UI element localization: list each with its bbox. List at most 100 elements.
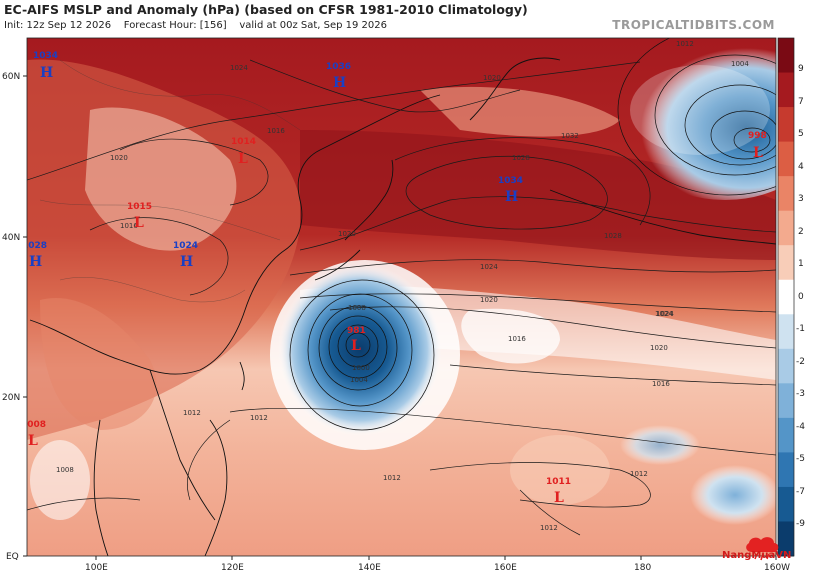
isobar-label: 1012 — [183, 409, 201, 417]
map-frame — [26, 37, 777, 557]
init-time: Init: 12z Sep 12 2026 — [4, 20, 112, 31]
cloud-logo-icon — [746, 537, 779, 561]
high-center: 1028 H — [22, 241, 47, 270]
lat-label: 40N — [2, 233, 20, 243]
isobar-label: 1004 — [731, 60, 749, 68]
colorbar-swatch — [778, 141, 794, 177]
high-center: 1034 H — [33, 51, 58, 81]
isobar-label: 1000 — [352, 364, 370, 372]
isobar-label: 1032 — [561, 132, 579, 140]
lon-label: 160W — [764, 563, 790, 573]
colorbar-label: 3 — [798, 194, 804, 204]
colorbar-swatch — [778, 348, 794, 384]
lon-label: 100E — [85, 563, 108, 573]
colorbar-label: -9 — [796, 519, 805, 529]
isobar-label: 1012 — [540, 524, 558, 532]
aleutian-isobars — [617, 38, 776, 196]
isobar-label: 1020 — [110, 154, 128, 162]
isobar-label: 1012 — [630, 470, 648, 478]
lat-axis: 60N 40N 20N EQ — [2, 72, 27, 562]
colorbar-swatch — [778, 521, 794, 557]
isobar-label: 1028 — [604, 232, 622, 240]
colorbar-label: -3 — [796, 389, 805, 399]
center-value: 998 — [748, 131, 767, 141]
low-center: 981 L — [347, 326, 366, 354]
colorbar-swatch — [778, 72, 794, 108]
lon-label: 120E — [221, 563, 244, 573]
logo-text: NangMuaVN — [722, 550, 792, 561]
center-value: 1024 — [173, 241, 198, 251]
center-value: 1034 — [498, 176, 523, 186]
colorbar-swatch — [778, 452, 794, 488]
low-symbol: L — [28, 433, 38, 449]
low-symbol: L — [753, 145, 763, 161]
high-symbol: H — [180, 254, 193, 270]
isobar-label: 1024 — [230, 64, 248, 72]
low-symbol: L — [134, 215, 144, 231]
low-center: 1014 L — [231, 137, 256, 167]
center-value: 1008 — [21, 420, 46, 430]
colorbar-label: -5 — [796, 454, 805, 464]
colorbar-label: 2 — [798, 227, 804, 237]
isobar-label: 1016 — [508, 335, 526, 343]
colorbar-swatch — [778, 279, 794, 315]
colorbar-label: 0 — [798, 292, 804, 302]
lat-label: 60N — [2, 72, 20, 82]
high-center: 1036 H — [326, 62, 351, 91]
colorbar-swatch — [778, 107, 794, 143]
colorbar-label: 4 — [798, 162, 804, 172]
center-value: 1036 — [326, 62, 351, 72]
colorbar-label: -7 — [796, 487, 805, 497]
center-value: 1028 — [22, 241, 47, 251]
colorbar-label: 9 — [798, 64, 804, 74]
center-value: 1014 — [231, 137, 256, 147]
colorbar-swatch — [778, 383, 794, 419]
isobar-label: 1008 — [56, 466, 74, 474]
center-value: 1034 — [33, 51, 58, 61]
isobar-label: 1024 — [480, 263, 498, 271]
colorbar-labels: 9 7 5 4 3 2 1 0 -1 -2 -3 -4 -5 -7 -9 — [796, 64, 805, 529]
high-symbol: H — [40, 65, 53, 81]
high-center: 1024 H — [173, 241, 198, 270]
low-symbol: L — [351, 338, 361, 354]
lon-label: 160E — [494, 563, 517, 573]
low-center: 1008 L — [21, 420, 46, 449]
valid-time: valid at 00z Sat, Sep 19 2026 — [239, 20, 388, 31]
high-symbol: H — [333, 75, 346, 91]
isobar-label: 1020 — [483, 74, 501, 82]
isobar-label: 1016 — [652, 380, 670, 388]
isobar-label: 1016 — [120, 222, 138, 230]
center-value: 1015 — [127, 202, 152, 212]
isobar-label: 1020 — [338, 230, 356, 238]
brand-watermark: TROPICALTIDBITS.COM — [612, 18, 775, 32]
map-field: 1024 1016 1020 1024 1020 1020 1016 1016 … — [21, 38, 776, 556]
isobar-labels: 1024 1016 1020 1024 1020 1020 1016 1016 … — [56, 40, 749, 532]
center-value: 1011 — [546, 477, 571, 487]
isobar-label: 1028 — [512, 154, 530, 162]
isobar-label: 1016 — [267, 127, 285, 135]
low-symbol: L — [554, 490, 564, 506]
colorbar-swatch — [778, 417, 794, 453]
colorbar-swatch — [778, 210, 794, 246]
lon-axis: 100E 120E 140E 160E 180 160W — [85, 556, 790, 573]
forecast-hour: Forecast Hour: [156] — [123, 20, 227, 31]
lon-label: 180 — [634, 563, 651, 573]
colorbar-swatch — [778, 486, 794, 522]
colorbar-swatch — [778, 245, 794, 281]
colorbar-label: 7 — [798, 97, 804, 107]
colorbar-swatch — [778, 314, 794, 350]
isobars — [27, 59, 776, 536]
low-center: 998 L — [748, 131, 767, 161]
pressure-centers: 1034 H 1036 H 1014 L 1015 L 1034 H 1028 … — [21, 51, 767, 506]
isobar-label: 1020 — [650, 344, 668, 352]
colorbar-label: -1 — [796, 324, 805, 334]
center-value: 981 — [347, 326, 366, 336]
lat-label: EQ — [6, 552, 19, 562]
colorbar — [778, 38, 794, 557]
low-center: 1011 L — [546, 477, 571, 506]
colorbar-frame — [777, 37, 795, 557]
map-subtitle: Init: 12z Sep 12 2026 Forecast Hour: [15… — [4, 20, 387, 31]
coastlines — [29, 57, 776, 556]
colorbar-swatch — [778, 176, 794, 212]
